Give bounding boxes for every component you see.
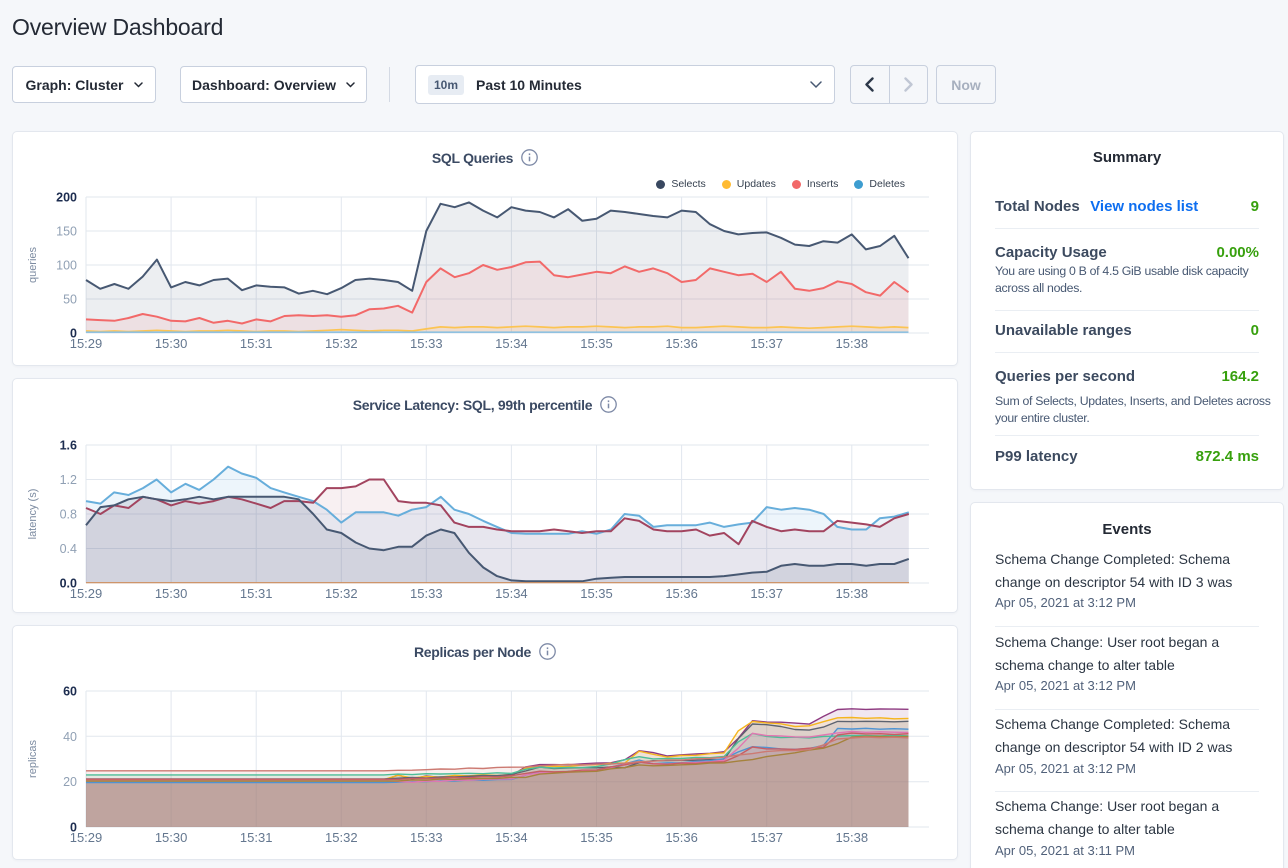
svg-text:150: 150 [56, 225, 77, 239]
svg-text:15:30: 15:30 [155, 336, 188, 351]
svg-text:50: 50 [63, 293, 77, 307]
svg-text:15:36: 15:36 [665, 586, 698, 601]
svg-text:15:37: 15:37 [750, 586, 783, 601]
svg-text:queries: queries [27, 246, 39, 283]
svg-text:15:37: 15:37 [750, 830, 783, 845]
svg-text:15:33: 15:33 [410, 336, 443, 351]
svg-text:replicas: replicas [27, 740, 39, 778]
svg-text:15:37: 15:37 [750, 336, 783, 351]
svg-text:0: 0 [70, 327, 77, 341]
svg-text:15:32: 15:32 [325, 336, 358, 351]
svg-text:1.6: 1.6 [60, 439, 77, 453]
svg-text:0: 0 [70, 821, 77, 835]
svg-text:15:30: 15:30 [155, 830, 188, 845]
svg-text:15:32: 15:32 [325, 830, 358, 845]
svg-text:15:30: 15:30 [155, 586, 188, 601]
svg-text:15:34: 15:34 [495, 586, 528, 601]
svg-text:15:35: 15:35 [580, 336, 613, 351]
svg-text:15:31: 15:31 [240, 830, 273, 845]
svg-text:15:34: 15:34 [495, 830, 528, 845]
svg-text:40: 40 [63, 730, 77, 744]
svg-text:15:33: 15:33 [410, 830, 443, 845]
svg-text:15:31: 15:31 [240, 586, 273, 601]
svg-text:15:38: 15:38 [836, 586, 869, 601]
svg-text:15:36: 15:36 [665, 830, 698, 845]
svg-text:20: 20 [63, 775, 77, 789]
svg-text:15:29: 15:29 [70, 830, 103, 845]
svg-text:15:38: 15:38 [836, 830, 869, 845]
svg-text:15:29: 15:29 [70, 336, 103, 351]
svg-text:latency (s): latency (s) [27, 489, 39, 540]
svg-text:15:29: 15:29 [70, 586, 103, 601]
svg-text:15:38: 15:38 [836, 336, 869, 351]
svg-text:15:33: 15:33 [410, 586, 443, 601]
svg-text:15:35: 15:35 [580, 830, 613, 845]
svg-text:200: 200 [56, 191, 77, 205]
svg-text:100: 100 [56, 259, 77, 273]
svg-text:15:36: 15:36 [665, 336, 698, 351]
svg-text:15:31: 15:31 [240, 336, 273, 351]
svg-text:15:35: 15:35 [580, 586, 613, 601]
svg-text:0.0: 0.0 [60, 577, 77, 591]
svg-text:0.4: 0.4 [60, 542, 77, 556]
svg-text:1.2: 1.2 [60, 473, 77, 487]
svg-text:15:34: 15:34 [495, 336, 528, 351]
svg-text:15:32: 15:32 [325, 586, 358, 601]
svg-text:0.8: 0.8 [60, 508, 77, 522]
svg-text:60: 60 [63, 685, 77, 699]
